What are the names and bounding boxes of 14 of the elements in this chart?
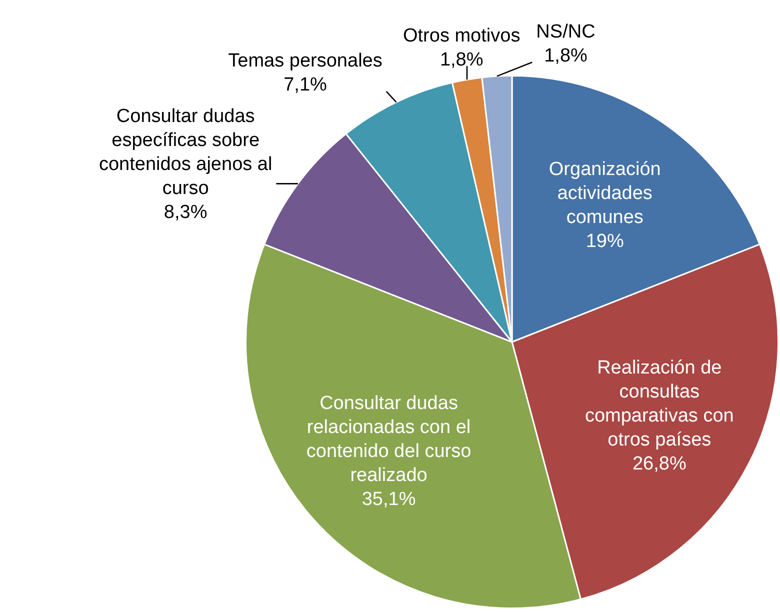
data-label: 8,3% xyxy=(164,202,208,223)
slice-label: Organización actividades comunes xyxy=(548,158,661,228)
slice-label: NS/NC xyxy=(536,21,596,42)
slice-label: Temas personales xyxy=(228,50,382,72)
data-label: 1,8% xyxy=(440,49,484,70)
data-label: 1,8% xyxy=(544,45,588,66)
data-label: 7,1% xyxy=(284,74,328,96)
slice-label: Consultar dudas relacionadas con el contenido del curso realizado xyxy=(306,393,472,486)
data-label: 26,8% xyxy=(632,454,686,475)
slice-label: Realización de consultas comparativas con otros países xyxy=(584,358,734,451)
slice-label: Consultar dudas específicas sobre contenidos ajenos al curso xyxy=(98,106,272,199)
data-label: 19% xyxy=(586,230,624,252)
data-label: 35,1% xyxy=(362,489,416,510)
slice-label: Otros motivos xyxy=(402,25,520,46)
